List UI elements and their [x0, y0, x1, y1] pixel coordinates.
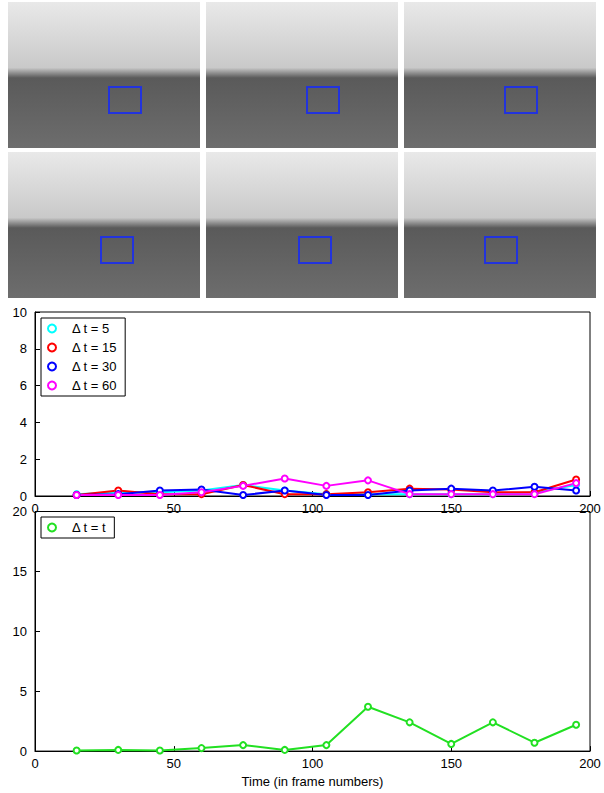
svg-text:10: 10 — [13, 305, 27, 320]
svg-text:5: 5 — [20, 684, 27, 699]
svg-text:100: 100 — [302, 756, 324, 771]
svg-text:Δ t = 60: Δ t = 60 — [72, 378, 116, 393]
svg-text:4: 4 — [20, 415, 27, 430]
svg-text:Δ t = t: Δ t = t — [72, 520, 106, 535]
svg-text:Time (in frame numbers): Time (in frame numbers) — [242, 774, 384, 789]
svg-text:20: 20 — [13, 505, 27, 519]
svg-text:50: 50 — [167, 756, 181, 771]
svg-text:200: 200 — [579, 501, 601, 516]
svg-text:10: 10 — [13, 624, 27, 639]
svg-text:8: 8 — [20, 341, 27, 356]
svg-text:200: 200 — [579, 756, 601, 771]
svg-text:Δ t = 30: Δ t = 30 — [72, 359, 116, 374]
svg-text:0: 0 — [31, 501, 39, 516]
svg-text:2: 2 — [20, 452, 27, 467]
svg-text:150: 150 — [440, 756, 462, 771]
svg-text:0: 0 — [31, 756, 38, 771]
svg-text:6: 6 — [20, 378, 27, 393]
svg-text:Δ t = 5: Δ t = 5 — [72, 321, 109, 336]
svg-text:0: 0 — [20, 744, 27, 759]
svg-text:15: 15 — [13, 564, 27, 579]
svg-text:50: 50 — [167, 501, 181, 516]
svg-text:100: 100 — [302, 501, 324, 516]
svg-text:Δ t = 15: Δ t = 15 — [72, 340, 116, 355]
svg-text:0: 0 — [20, 489, 27, 504]
svg-text:150: 150 — [440, 501, 462, 516]
